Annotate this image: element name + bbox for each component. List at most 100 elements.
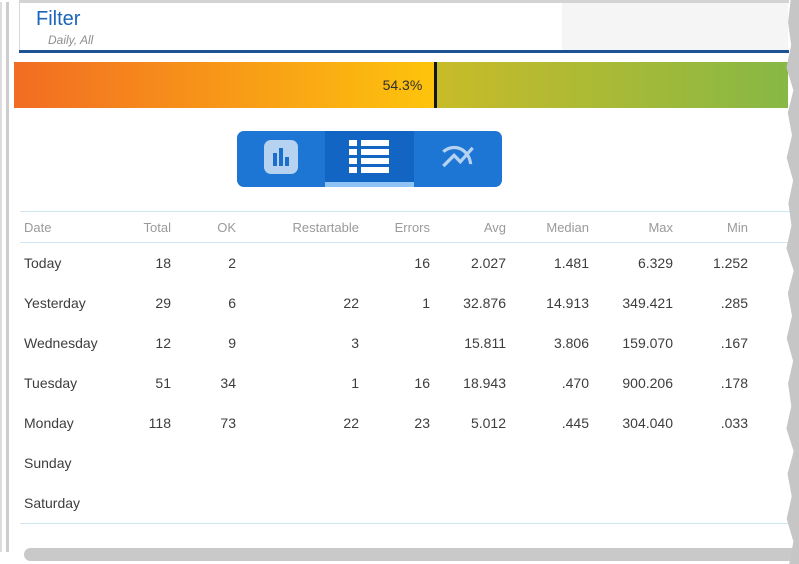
row-label-cell: Wednesday bbox=[24, 335, 98, 351]
column-header-max: Max bbox=[591, 211, 675, 243]
value-cell: 29 bbox=[155, 295, 171, 311]
column-header-median: Median bbox=[508, 211, 591, 243]
gauge-remainder-segment bbox=[437, 62, 788, 108]
value-cell: .445 bbox=[561, 415, 589, 431]
table-body: Today 18 2 16 2.027 1.481 6.329 1.252 Yesterday 2… bbox=[20, 243, 790, 524]
filter-subtitle: Daily, All bbox=[48, 33, 94, 47]
gauge-marker bbox=[434, 62, 438, 108]
column-header-min: Min bbox=[675, 211, 750, 243]
table-row[interactable]: Saturday bbox=[20, 483, 790, 524]
value-cell: 22 bbox=[343, 295, 359, 311]
table-icon bbox=[349, 140, 390, 178]
value-cell bbox=[750, 283, 790, 323]
column-header-restartable: Restartable bbox=[238, 211, 361, 243]
column-header-ok: OK bbox=[173, 211, 238, 243]
value-cell: 1.252 bbox=[712, 255, 748, 271]
value-cell: 16 bbox=[414, 375, 430, 391]
value-cell: 349.421 bbox=[622, 295, 673, 311]
value-cell: 3 bbox=[351, 335, 359, 351]
value-cell: 6 bbox=[228, 295, 236, 311]
value-cell: 73 bbox=[220, 415, 236, 431]
column-header-total: Total bbox=[100, 211, 173, 243]
table-row[interactable]: Yesterday 29 6 22 1 32.876 14.913 349.421 .285 bbox=[20, 283, 790, 323]
value-cell: 1 bbox=[351, 375, 359, 391]
value-cell: 34 bbox=[220, 375, 236, 391]
value-cell: 23 bbox=[414, 415, 430, 431]
value-cell: 18.943 bbox=[463, 375, 506, 391]
column-header-date: Date bbox=[20, 211, 100, 243]
torn-edge-left bbox=[0, 2, 2, 552]
header-divider bbox=[19, 50, 789, 53]
value-cell: 51 bbox=[155, 375, 171, 391]
value-cell: 1 bbox=[422, 295, 430, 311]
value-cell bbox=[100, 483, 173, 524]
value-cell: 15.811 bbox=[464, 335, 506, 351]
value-cell: .470 bbox=[561, 375, 589, 391]
torn-edge-bottom bbox=[24, 548, 799, 561]
value-cell bbox=[173, 483, 238, 524]
table-row[interactable]: Wednesday 12 9 3 15.811 3.806 159.070 .167 bbox=[20, 323, 790, 363]
value-cell: 5.012 bbox=[470, 415, 506, 431]
row-label-cell: Monday bbox=[24, 415, 74, 431]
value-cell: 12 bbox=[155, 335, 171, 351]
value-cell: 9 bbox=[228, 335, 236, 351]
value-cell: .033 bbox=[720, 415, 748, 431]
value-cell bbox=[675, 483, 750, 524]
value-cell bbox=[432, 443, 508, 483]
gauge-bar: 54.3% bbox=[14, 62, 788, 108]
value-cell bbox=[361, 483, 432, 524]
value-cell bbox=[432, 483, 508, 524]
value-cell bbox=[361, 323, 432, 363]
value-cell: 118 bbox=[148, 415, 171, 431]
value-cell bbox=[238, 243, 361, 284]
filter-panel[interactable]: Filter Daily, All bbox=[19, 3, 562, 50]
selected-tab-underline bbox=[325, 182, 414, 187]
bar-chart-view-button[interactable] bbox=[237, 131, 325, 187]
gauge-filled-segment: 54.3% bbox=[14, 62, 435, 108]
row-label-cell: Yesterday bbox=[24, 295, 86, 311]
top-right-background bbox=[562, 3, 788, 50]
value-cell bbox=[750, 243, 790, 284]
value-cell: 1.481 bbox=[553, 255, 589, 271]
value-cell: 304.040 bbox=[622, 415, 673, 431]
value-cell bbox=[750, 483, 790, 524]
value-cell bbox=[508, 483, 591, 524]
torn-edge-top bbox=[19, 0, 789, 3]
column-header-errors: Errors bbox=[361, 211, 432, 243]
table-row[interactable]: Today 18 2 16 2.027 1.481 6.329 1.252 bbox=[20, 243, 790, 284]
row-label-cell: Today bbox=[24, 255, 62, 271]
bar-chart-icon bbox=[264, 139, 299, 179]
table-row[interactable]: Sunday bbox=[20, 443, 790, 483]
value-cell: 16 bbox=[414, 255, 430, 271]
value-cell: 2.027 bbox=[470, 255, 506, 271]
statistics-table: Date Total OK Restartable Errors Avg Med… bbox=[20, 211, 790, 524]
line-chart-view-button[interactable] bbox=[414, 131, 502, 187]
view-switcher-toolbar bbox=[237, 131, 502, 187]
value-cell bbox=[591, 443, 675, 483]
row-label-cell: Saturday bbox=[20, 483, 100, 524]
column-header-avg: Avg bbox=[432, 211, 508, 243]
filter-title: Filter bbox=[36, 8, 81, 30]
value-cell: 22 bbox=[343, 415, 359, 431]
value-cell bbox=[100, 443, 173, 483]
value-cell bbox=[238, 483, 361, 524]
value-cell bbox=[173, 443, 238, 483]
value-cell: .285 bbox=[720, 295, 748, 311]
value-cell bbox=[591, 483, 675, 524]
value-cell: 6.329 bbox=[637, 255, 673, 271]
value-cell bbox=[750, 363, 790, 403]
value-cell bbox=[750, 403, 790, 443]
table-view-button[interactable] bbox=[325, 131, 414, 187]
value-cell bbox=[238, 443, 361, 483]
table-row[interactable]: Tuesday 51 34 1 16 18.943 .470 900.206 .178 bbox=[20, 363, 790, 403]
table-row[interactable]: Monday 118 73 22 23 5.012 .445 304.040 .033 bbox=[20, 403, 790, 443]
multiline-chart-icon bbox=[439, 138, 477, 181]
value-cell: 18 bbox=[155, 255, 171, 271]
value-cell: .167 bbox=[720, 335, 748, 351]
value-cell: 159.070 bbox=[622, 335, 673, 351]
value-cell: 14.913 bbox=[546, 295, 589, 311]
value-cell: 3.806 bbox=[553, 335, 589, 351]
column-header-filler bbox=[750, 211, 790, 243]
value-cell: 900.206 bbox=[622, 375, 673, 391]
gauge-value-label: 54.3% bbox=[382, 77, 423, 93]
